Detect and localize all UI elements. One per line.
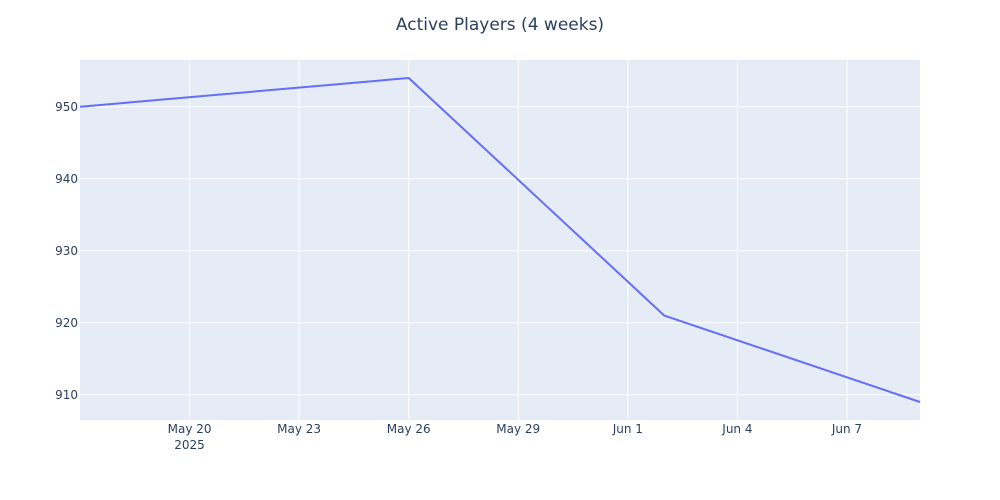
plot-area <box>80 60 920 420</box>
x-tick-label: Jun 7 <box>831 422 862 436</box>
grid-lines <box>80 60 920 420</box>
x-tick-label: May 20 <box>168 422 212 436</box>
y-tick-label: 940 <box>55 172 78 186</box>
y-tick-label: 950 <box>55 100 78 114</box>
x-tick-label: May 29 <box>496 422 540 436</box>
x-tick-label: May 23 <box>277 422 321 436</box>
y-tick-label: 930 <box>55 244 78 258</box>
y-axis: 910 920 930 940 950 <box>55 100 78 402</box>
x-axis: May 20 2025 May 23 May 26 May 29 Jun 1 Jun 4 Ju… <box>168 422 862 452</box>
series-line <box>79 77 921 403</box>
x-tick-label: May 26 <box>387 422 431 436</box>
series-layer <box>79 77 921 403</box>
chart-title: Active Players (4 weeks) <box>396 15 604 35</box>
x-tick-label: Jun 1 <box>612 422 643 436</box>
x-tick-label: Jun 4 <box>721 422 752 436</box>
x-tick-year-label: 2025 <box>174 438 205 452</box>
y-tick-label: 910 <box>55 388 78 402</box>
y-tick-label: 920 <box>55 316 78 330</box>
